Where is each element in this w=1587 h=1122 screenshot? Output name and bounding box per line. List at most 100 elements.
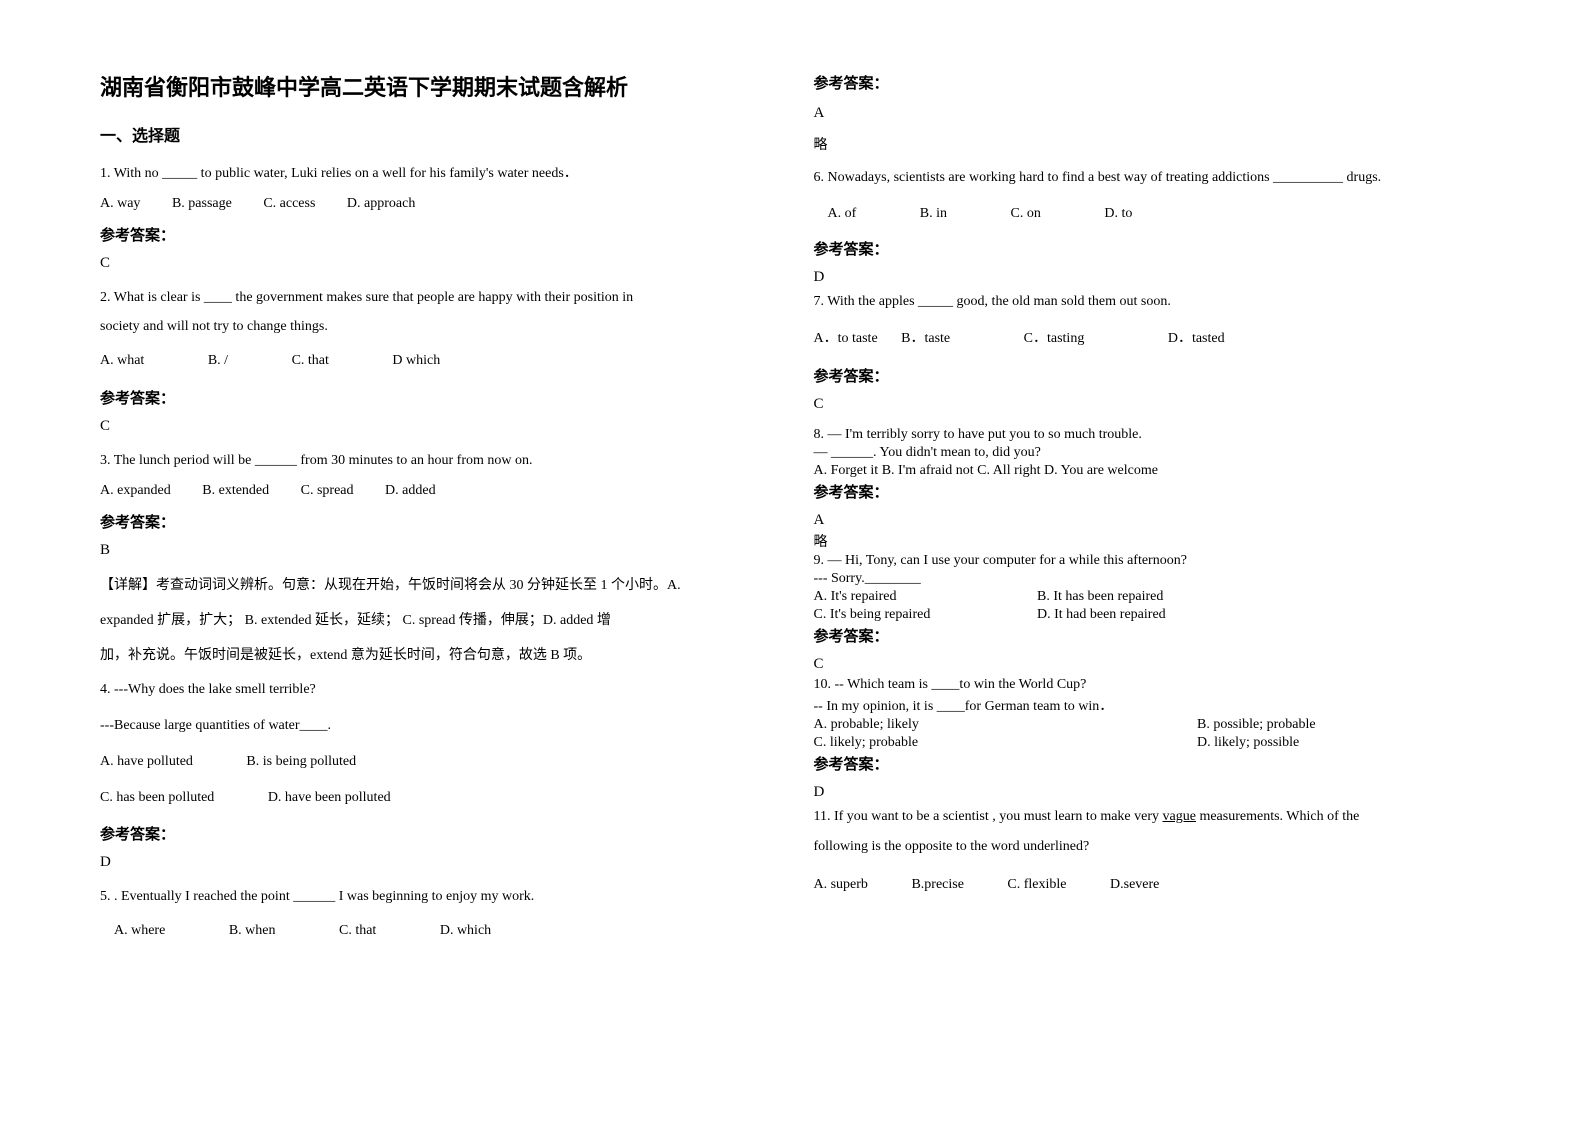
q9-row2: C. It's being repaired D. It had been re… (814, 607, 1488, 623)
q10-opt-c: C. likely; probable (814, 735, 1194, 751)
omit-text: 略 (814, 134, 1488, 154)
q6-opt-b: B. in (920, 202, 947, 226)
q11-opt-c: C. flexible (1007, 873, 1066, 897)
q4-options-row1: A. have polluted B. is being polluted (100, 750, 774, 774)
q1-opt-d: D. approach (347, 192, 415, 216)
q4-opt-a: A. have polluted (100, 750, 193, 774)
page-title: 湖南省衡阳市鼓峰中学高二英语下学期期末试题含解析 (100, 70, 774, 102)
q8-line2: — ______. You didn't mean to, did you? (814, 445, 1488, 461)
answer-label: 参考答案： (814, 753, 1488, 774)
answer-label: 参考答案： (814, 72, 1488, 93)
q5-text: 5. . Eventually I reached the point ____… (100, 885, 774, 909)
q9-opt-c: C. It's being repaired (814, 607, 1034, 623)
q9-line1: 9. — Hi, Tony, can I use your computer f… (814, 553, 1488, 569)
q10-row2: C. likely; probable D. likely; possible (814, 735, 1488, 751)
q1-opt-c: C. access (263, 192, 315, 216)
q2-opt-c: C. that (292, 349, 329, 373)
q11-options: A. superb B.precise C. flexible D.severe (814, 873, 1488, 897)
q11-underlined: vague (1163, 809, 1196, 824)
answer-label: 参考答案： (100, 511, 774, 532)
q10-line1: 10. -- Which team is ____to win the Worl… (814, 677, 1488, 693)
q7-text: 7. With the apples _____ good, the old m… (814, 290, 1488, 314)
q10-answer: D (814, 784, 1488, 801)
answer-label: 参考答案： (814, 481, 1488, 502)
q6-text: 6. Nowadays, scientists are working hard… (814, 166, 1488, 190)
q6-answer: D (814, 269, 1488, 286)
answer-label: 参考答案： (814, 365, 1488, 386)
q5-options: A. where B. when C. that D. which (100, 919, 774, 943)
q4-opt-b: B. is being polluted (246, 750, 356, 774)
q4-opt-d: D. have been polluted (268, 786, 391, 810)
q3-opt-a: A. expanded (100, 479, 171, 503)
q10-opt-d: D. likely; possible (1197, 735, 1299, 750)
q2-opt-a: A. what (100, 349, 144, 373)
q10-opt-a: A. probable; likely (814, 717, 1194, 733)
q4-options-row2: C. has been polluted D. have been pollut… (100, 786, 774, 810)
q2-opt-d: D which (392, 349, 440, 373)
q3-opt-d: D. added (385, 479, 436, 503)
q9-opt-b: B. It has been repaired (1037, 589, 1163, 604)
q5-answer: A (814, 105, 1488, 122)
q9-opt-a: A. It's repaired (814, 589, 1034, 605)
left-column: 湖南省衡阳市鼓峰中学高二英语下学期期末试题含解析 一、选择题 1. With n… (100, 70, 814, 1082)
q10-line2: -- In my opinion, it is ____for German t… (814, 695, 1488, 715)
q10-opt-b: B. possible; probable (1197, 717, 1316, 732)
q2-line2: society and will not try to change thing… (100, 315, 774, 339)
answer-label: 参考答案： (100, 224, 774, 245)
q3-opt-c: C. spread (301, 479, 354, 503)
q2-opt-b: B. / (208, 349, 228, 373)
q8-line1: 8. — I'm terribly sorry to have put you … (814, 427, 1488, 443)
q7-opt-a: A．to taste (814, 327, 878, 351)
q2-options: A. what B. / C. that D which (100, 349, 774, 373)
q3-text: 3. The lunch period will be ______ from … (100, 449, 774, 473)
q8-line3: A. Forget it B. I'm afraid not C. All ri… (814, 463, 1488, 479)
q7-opt-b: B．taste (901, 327, 950, 351)
q6-opt-c: C. on (1011, 202, 1041, 226)
q5-opt-b: B. when (229, 919, 276, 943)
answer-label: 参考答案： (100, 387, 774, 408)
answer-label: 参考答案： (814, 625, 1488, 646)
q11-opt-b: B.precise (911, 873, 963, 897)
q4-line2: ---Because large quantities of water____… (100, 714, 774, 738)
omit-text: 略 (814, 531, 1488, 551)
q3-opt-b: B. extended (202, 479, 269, 503)
answer-label: 参考答案： (814, 238, 1488, 259)
q11-pre: 11. If you want to be a scientist , you … (814, 809, 1163, 824)
q1-answer: C (100, 255, 774, 272)
q7-opt-c: C．tasting (1024, 327, 1085, 351)
q9-opt-d: D. It had been repaired (1037, 607, 1166, 622)
q7-answer: C (814, 396, 1488, 413)
q6-opt-a: A. of (828, 202, 857, 226)
answer-label: 参考答案： (100, 823, 774, 844)
q2-line1: 2. What is clear is ____ the government … (100, 286, 774, 310)
q5-opt-d: D. which (440, 919, 491, 943)
right-column: 参考答案： A 略 6. Nowadays, scientists are wo… (814, 70, 1528, 1082)
q7-opt-d: D．tasted (1168, 327, 1225, 351)
q3-options: A. expanded B. extended C. spread D. add… (100, 479, 774, 503)
q1-opt-a: A. way (100, 192, 140, 216)
q1-options: A. way B. passage C. access D. approach (100, 192, 774, 216)
section-heading: 一、选择题 (100, 122, 774, 146)
q3-explain1: 【详解】考查动词词义辨析。句意：从现在开始，午饭时间将会从 30 分钟延长至 1… (100, 573, 774, 598)
q11-opt-d: D.severe (1110, 873, 1159, 897)
q2-answer: C (100, 418, 774, 435)
q7-options: A．to taste B．taste C．tasting D．tasted (814, 327, 1488, 351)
q5-opt-c: C. that (339, 919, 376, 943)
q8-answer: A (814, 512, 1488, 529)
q10-row1: A. probable; likely B. possible; probabl… (814, 717, 1488, 733)
q11-post: measurements. Which of the (1196, 809, 1359, 824)
q11-line2: following is the opposite to the word un… (814, 835, 1488, 859)
q3-explain2: expanded 扩展，扩大； B. extended 延长，延续； C. sp… (100, 608, 774, 633)
q4-line1: 4. ---Why does the lake smell terrible? (100, 678, 774, 702)
q6-opt-d: D. to (1104, 202, 1132, 226)
q1-text: 1. With no _____ to public water, Luki r… (100, 162, 774, 186)
q3-answer: B (100, 542, 774, 559)
q9-answer: C (814, 656, 1488, 673)
q6-options: A. of B. in C. on D. to (814, 202, 1488, 226)
q1-opt-b: B. passage (172, 192, 232, 216)
q4-opt-c: C. has been polluted (100, 786, 214, 810)
q11-opt-a: A. superb (814, 873, 868, 897)
q9-line2: --- Sorry.________ (814, 571, 1488, 587)
q11-line1: 11. If you want to be a scientist , you … (814, 805, 1488, 829)
q3-explain3: 加，补充说。午饭时间是被延长，extend 意为延长时间，符合句意，故选 B 项… (100, 643, 774, 668)
